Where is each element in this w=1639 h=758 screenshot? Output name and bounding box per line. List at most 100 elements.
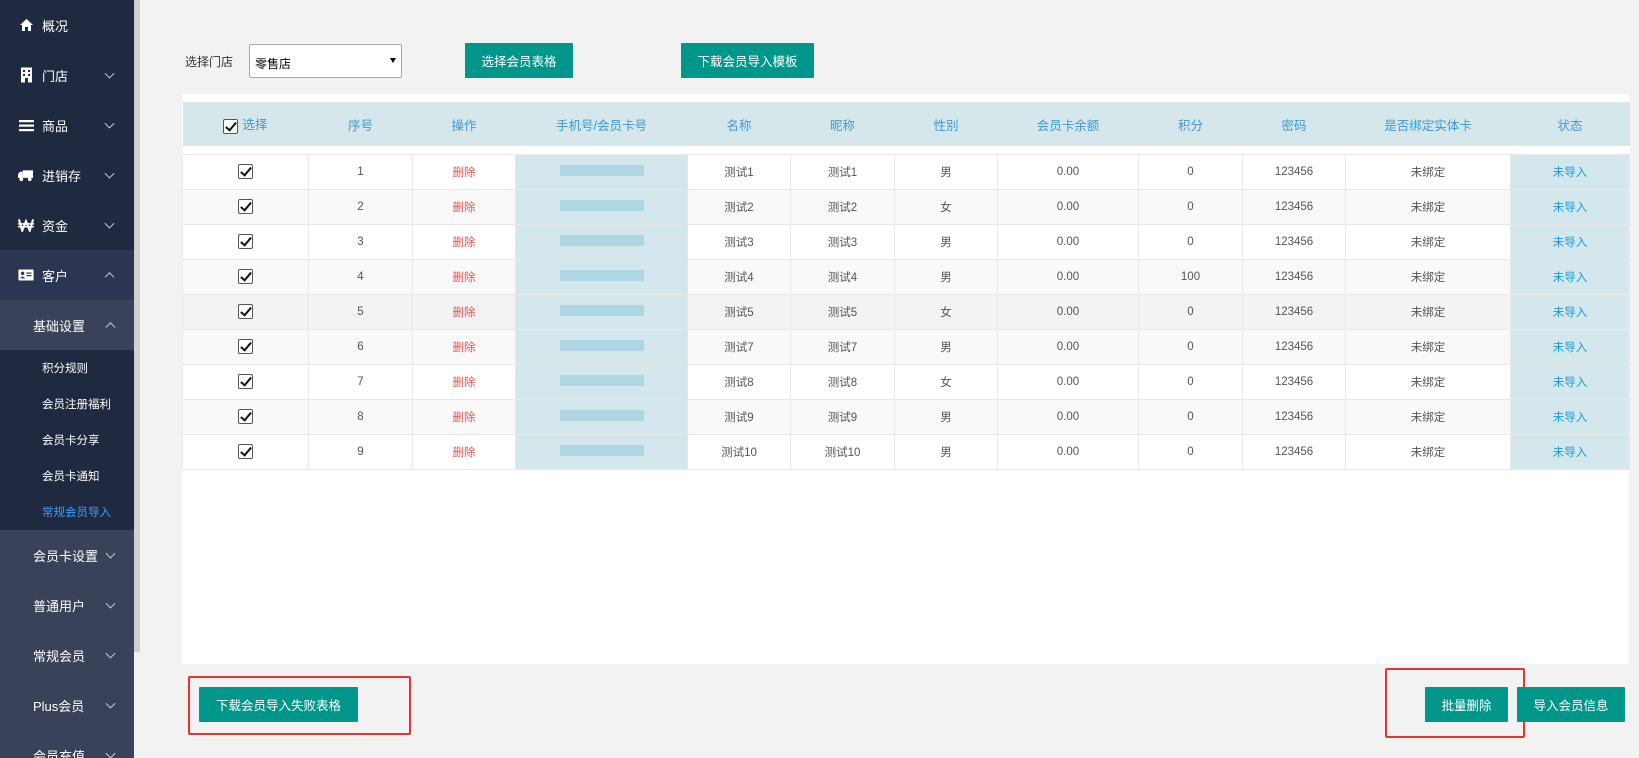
batch-delete-button[interactable]: 批量删除 bbox=[1425, 687, 1508, 722]
store-select-value: 零售店 bbox=[255, 57, 292, 71]
cell-no: 3 bbox=[308, 223, 413, 260]
cell-bound: 未绑定 bbox=[1345, 293, 1511, 330]
col-nick: 昵称 bbox=[829, 118, 855, 133]
store-select[interactable]: 零售店 bbox=[249, 44, 402, 78]
id-card-icon bbox=[18, 267, 34, 283]
cell-sex: 男 bbox=[894, 328, 998, 365]
status-link[interactable]: 未导入 bbox=[1510, 153, 1630, 190]
nav-inventory[interactable]: 进销存 bbox=[0, 150, 134, 200]
cell-bound: 未绑定 bbox=[1345, 433, 1511, 470]
cell-points: 0 bbox=[1138, 328, 1243, 365]
sub-card-settings[interactable]: 会员卡设置 bbox=[0, 530, 134, 580]
row-select-cell bbox=[182, 188, 309, 225]
nav-overview[interactable]: 概况 bbox=[0, 0, 134, 50]
sub-plus-members[interactable]: Plus会员 bbox=[0, 680, 134, 730]
col-phone: 手机号/会员卡号 bbox=[556, 118, 647, 133]
cell-sex: 男 bbox=[894, 153, 998, 190]
row-select-cell bbox=[182, 398, 309, 435]
leaf-points-rules[interactable]: 积分规则 bbox=[0, 350, 134, 386]
sub-regular-members-label: 常规会员 bbox=[33, 648, 86, 664]
status-link[interactable]: 未导入 bbox=[1510, 398, 1630, 435]
row-checkbox[interactable] bbox=[238, 409, 253, 424]
status-link[interactable]: 未导入 bbox=[1510, 293, 1630, 330]
delete-link[interactable]: 删除 bbox=[412, 293, 516, 330]
status-link[interactable]: 未导入 bbox=[1510, 363, 1630, 400]
leaf-card-notice[interactable]: 会员卡通知 bbox=[0, 458, 134, 494]
table-row: 1 删除 测试1 测试1 男 0.00 0 123456 未绑定 未导入 bbox=[182, 153, 1630, 190]
select-all-checkbox[interactable] bbox=[223, 118, 239, 134]
table-row: 3 删除 测试3 测试3 男 0.00 0 123456 未绑定 未导入 bbox=[182, 223, 1630, 260]
download-failed-table-button[interactable]: 下载会员导入失败表格 bbox=[199, 687, 358, 722]
redacted-phone bbox=[559, 164, 644, 176]
cell-name: 测试7 bbox=[687, 328, 791, 365]
sub-member-recharge[interactable]: 会员充值 bbox=[0, 730, 134, 758]
cell-points: 0 bbox=[1138, 188, 1243, 225]
row-checkbox[interactable] bbox=[238, 269, 253, 284]
delete-link[interactable]: 删除 bbox=[412, 223, 516, 260]
member-table-panel: 选择 序号 操作 手机号/会员卡号 名称 昵称 性别 会员卡余额 积分 密码 是… bbox=[182, 94, 1630, 664]
nav-funds[interactable]: 资金 bbox=[0, 200, 134, 250]
nav-customer[interactable]: 客户 bbox=[0, 250, 134, 300]
select-member-table-button[interactable]: 选择会员表格 bbox=[465, 43, 573, 78]
cell-sex: 男 bbox=[894, 433, 998, 470]
import-member-button[interactable]: 导入会员信息 bbox=[1517, 687, 1625, 722]
status-link[interactable]: 未导入 bbox=[1510, 433, 1630, 470]
row-select-cell bbox=[182, 153, 309, 190]
leaf-register-benefits[interactable]: 会员注册福利 bbox=[0, 386, 134, 422]
sub-normal-users[interactable]: 普通用户 bbox=[0, 580, 134, 630]
nav-store[interactable]: 门店 bbox=[0, 50, 134, 100]
delete-link[interactable]: 删除 bbox=[412, 188, 516, 225]
col-pwd: 密码 bbox=[1281, 118, 1307, 133]
cell-nick: 测试10 bbox=[790, 433, 895, 470]
status-link[interactable]: 未导入 bbox=[1510, 328, 1630, 365]
col-no: 序号 bbox=[347, 118, 373, 133]
row-checkbox[interactable] bbox=[238, 339, 253, 354]
nav-customer-label: 客户 bbox=[42, 268, 69, 284]
delete-link[interactable]: 删除 bbox=[412, 363, 516, 400]
nav-goods[interactable]: 商品 bbox=[0, 100, 134, 150]
chevron-down-icon bbox=[105, 598, 116, 609]
status-link[interactable]: 未导入 bbox=[1510, 188, 1630, 225]
table-row: 6 删除 测试7 测试7 男 0.00 0 123456 未绑定 未导入 bbox=[182, 328, 1630, 365]
status-link[interactable]: 未导入 bbox=[1510, 258, 1630, 295]
cell-balance: 0.00 bbox=[997, 433, 1139, 470]
row-checkbox[interactable] bbox=[238, 234, 253, 249]
cell-pwd: 123456 bbox=[1242, 223, 1346, 260]
cell-balance: 0.00 bbox=[997, 398, 1139, 435]
cell-bound: 未绑定 bbox=[1345, 188, 1511, 225]
highlight-box-download bbox=[188, 676, 411, 735]
cell-sex: 男 bbox=[894, 258, 998, 295]
row-checkbox[interactable] bbox=[238, 199, 253, 214]
row-checkbox[interactable] bbox=[238, 374, 253, 389]
cell-name: 测试9 bbox=[687, 398, 791, 435]
cell-pwd: 123456 bbox=[1242, 363, 1346, 400]
leaf-member-import[interactable]: 常规会员导入 bbox=[0, 494, 134, 530]
cell-nick: 测试9 bbox=[790, 398, 895, 435]
delete-link[interactable]: 删除 bbox=[412, 398, 516, 435]
delete-link[interactable]: 删除 bbox=[412, 328, 516, 365]
delete-link[interactable]: 删除 bbox=[412, 153, 516, 190]
redacted-phone bbox=[559, 339, 644, 351]
leaf-card-share[interactable]: 会员卡分享 bbox=[0, 422, 134, 458]
row-select-cell bbox=[182, 433, 309, 470]
cell-no: 5 bbox=[308, 293, 413, 330]
sub-regular-members[interactable]: 常规会员 bbox=[0, 630, 134, 680]
download-template-button[interactable]: 下载会员导入模板 bbox=[681, 43, 814, 78]
delete-link[interactable]: 删除 bbox=[412, 433, 516, 470]
status-link[interactable]: 未导入 bbox=[1510, 223, 1630, 260]
sidebar-scrollbar[interactable] bbox=[134, 0, 140, 652]
delete-link[interactable]: 删除 bbox=[412, 258, 516, 295]
cell-points: 100 bbox=[1138, 258, 1243, 295]
cell-pwd: 123456 bbox=[1242, 293, 1346, 330]
nav-goods-label: 商品 bbox=[42, 118, 69, 134]
table-row: 4 删除 测试4 测试4 男 0.00 100 123456 未绑定 未导入 bbox=[182, 258, 1630, 295]
chevron-down-icon bbox=[104, 118, 115, 129]
cell-pwd: 123456 bbox=[1242, 258, 1346, 295]
row-checkbox[interactable] bbox=[238, 164, 253, 179]
sub-basic-settings[interactable]: 基础设置 bbox=[0, 300, 134, 350]
row-checkbox[interactable] bbox=[238, 304, 253, 319]
chevron-down-icon bbox=[104, 68, 115, 79]
row-select-cell bbox=[182, 223, 309, 260]
row-checkbox[interactable] bbox=[238, 444, 253, 459]
sidebar: 概况 门店 商品 进销存 资金 客户 基础设置 bbox=[0, 0, 134, 758]
